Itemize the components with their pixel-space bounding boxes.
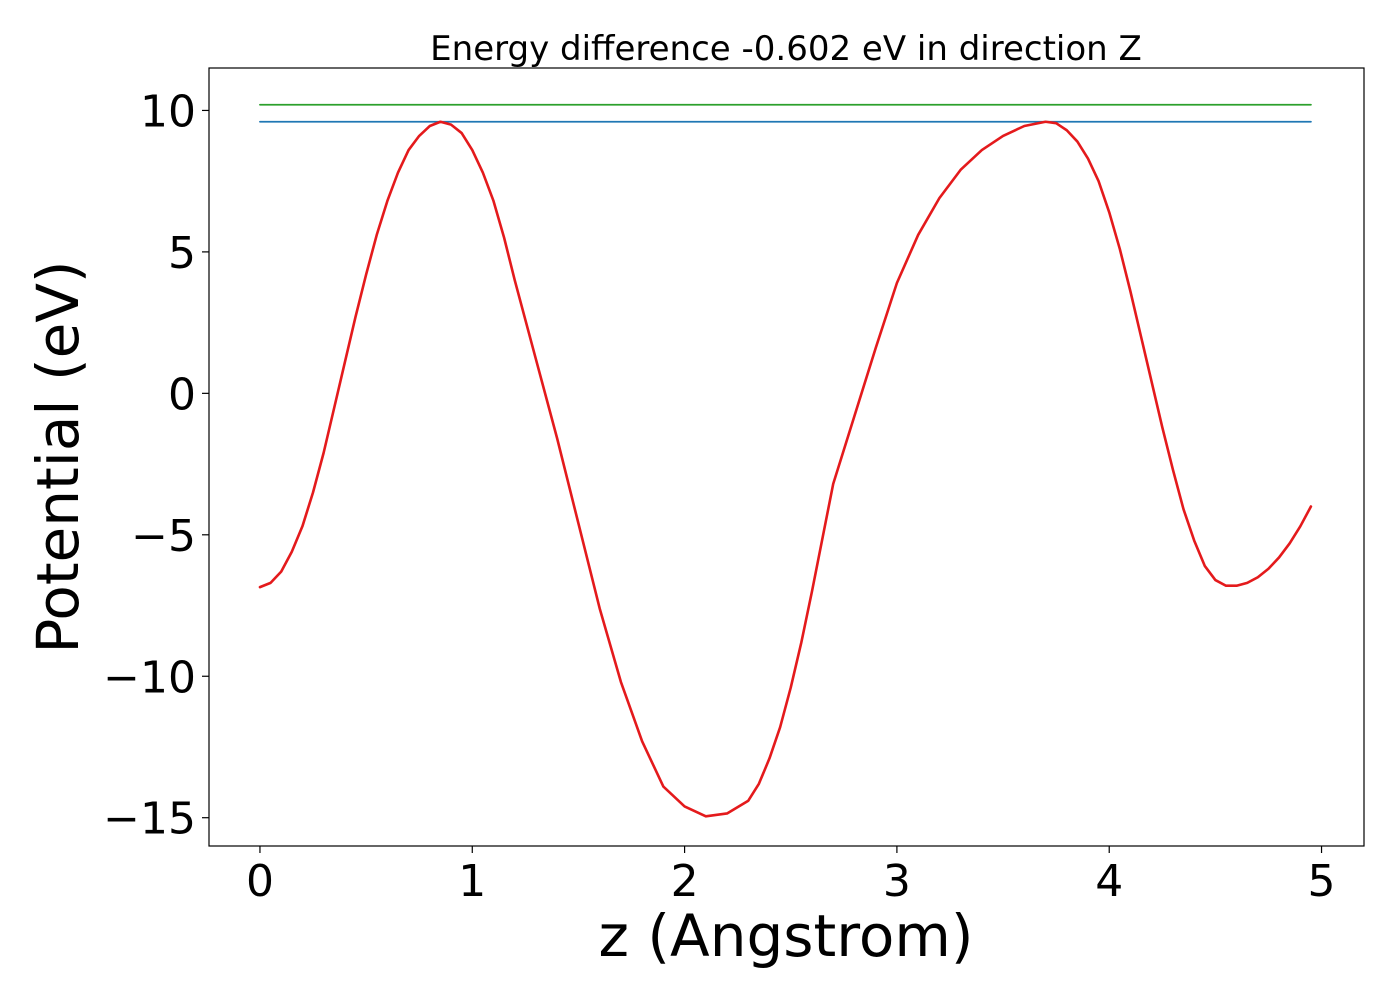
x-tick-label-0: 0 — [246, 856, 274, 907]
x-axis-label: z (Angstrom) — [599, 902, 974, 970]
y-axis-label: Potential (eV) — [24, 260, 92, 653]
series-group — [258, 103, 1313, 818]
y-tick-label-5: −15 — [103, 794, 196, 845]
y-tick-label-4: −10 — [103, 652, 196, 703]
y-axis-ticks: 10 5 0 −5 −10 −15 — [103, 86, 209, 845]
x-tick-label-1: 1 — [458, 856, 486, 907]
x-axis-ticks: 0 1 2 3 4 5 — [246, 846, 1336, 907]
series-line-3 — [258, 120, 1313, 818]
plot-frame — [208, 67, 1365, 847]
x-tick-label-2: 2 — [671, 856, 699, 907]
chart-title: Energy difference -0.602 eV in direction… — [430, 29, 1142, 69]
y-tick-label-3: −5 — [131, 511, 196, 562]
x-tick-label-3: 3 — [883, 856, 911, 907]
x-tick-label-4: 4 — [1095, 856, 1123, 907]
y-tick-label-0: 10 — [140, 86, 196, 137]
y-tick-label-2: 0 — [168, 369, 196, 420]
plot-area — [208, 67, 1365, 847]
x-tick-label-5: 5 — [1308, 856, 1336, 907]
y-tick-label-1: 5 — [168, 228, 196, 279]
